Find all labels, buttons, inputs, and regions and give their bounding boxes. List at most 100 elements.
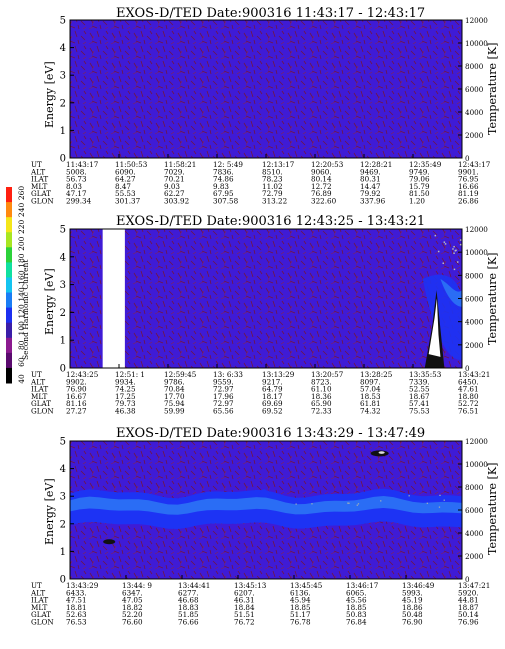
speckle bbox=[311, 503, 313, 505]
panel-3-plot: 0 1 2 3 4 5 0 2000 4000 6000 8000 10000 12000 UT 13:43… bbox=[30, 437, 490, 627]
colorbar-swatch bbox=[6, 292, 12, 309]
colorbar-swatch bbox=[6, 307, 12, 324]
table-cell: 18.86 bbox=[402, 603, 423, 612]
table-cell: 59.99 bbox=[164, 407, 185, 416]
speckle bbox=[438, 506, 441, 508]
table-cell: 18.17 bbox=[262, 392, 283, 401]
table-cell: 75.53 bbox=[409, 407, 430, 416]
panel-2-plot: 0 1 2 3 4 5 0 2000 4000 6000 8000 10000 12000 UT 12:43… bbox=[30, 225, 490, 416]
table-cell: 56.73 bbox=[66, 175, 87, 184]
table-cell: 64.27 bbox=[115, 175, 136, 184]
y2-tick-label: 0 bbox=[465, 364, 470, 373]
table-row-label: ILAT bbox=[31, 385, 48, 394]
table-cell: 26.86 bbox=[458, 197, 479, 206]
table-row-label: GLAT bbox=[31, 610, 51, 619]
panel-1-ylabel: Energy [eV] bbox=[43, 61, 56, 128]
table-cell: 13:45:45 bbox=[290, 581, 323, 590]
speckle bbox=[453, 245, 455, 248]
table-cell: 52.20 bbox=[122, 610, 143, 619]
panel-3: EXOS-D/TED Date:900316 13:43:29 - 13:47:… bbox=[30, 426, 499, 627]
table-cell: 76.53 bbox=[66, 618, 87, 627]
table-cell: 76.90 bbox=[402, 618, 423, 627]
table-cell: 12: 5:49 bbox=[213, 160, 243, 169]
table-cell: 76.96 bbox=[458, 618, 479, 627]
table-cell: 8.47 bbox=[115, 182, 131, 191]
table-cell: 69.52 bbox=[262, 407, 283, 416]
y-tick-label: 5 bbox=[60, 225, 66, 236]
table-cell: 18.81 bbox=[66, 603, 87, 612]
speckle bbox=[459, 243, 462, 246]
colorbar-swatch bbox=[6, 277, 12, 294]
table-row-label: UT bbox=[31, 581, 42, 590]
speckle bbox=[347, 502, 349, 504]
speckle bbox=[380, 500, 382, 502]
table-cell: 76.90 bbox=[66, 385, 87, 394]
table-cell: 7029. bbox=[164, 167, 185, 176]
table-cell: 9.03 bbox=[164, 182, 180, 191]
table-cell: 322.60 bbox=[311, 197, 337, 206]
y2-tick-label: 12000 bbox=[465, 225, 488, 234]
panel-1-plot: 0 1 2 3 4 5 0 2000 4000 6000 8000 10000 12000 UT 11:43… bbox=[30, 16, 491, 206]
table-row-label: ILAT bbox=[31, 175, 48, 184]
table-cell: 74.32 bbox=[360, 407, 381, 416]
hot-streak bbox=[428, 298, 441, 357]
table-cell: 5920. bbox=[458, 588, 479, 597]
y-tick-label: 4 bbox=[60, 464, 66, 475]
speckle bbox=[452, 248, 454, 250]
speckle bbox=[444, 243, 447, 245]
colorbar-tick-label: 60 bbox=[17, 357, 26, 367]
y2-tick-label: 8000 bbox=[465, 271, 484, 280]
colorbar-tick-label: 260 bbox=[17, 186, 26, 201]
speckle bbox=[443, 499, 445, 501]
table-row-label: GLAT bbox=[31, 189, 51, 198]
table-cell: 299.34 bbox=[66, 197, 92, 206]
table-cell: 9901. bbox=[458, 167, 479, 176]
table-cell: 47.17 bbox=[66, 189, 87, 198]
table-cell: 17.70 bbox=[164, 392, 185, 401]
table-cell: 5008. bbox=[66, 167, 87, 176]
speckle bbox=[442, 262, 444, 265]
hot-spot-core bbox=[378, 451, 385, 454]
colorbar-label: Second Harmonic Current bbox=[21, 260, 30, 360]
table-cell: 7836. bbox=[213, 167, 234, 176]
table-cell: 61.81 bbox=[360, 399, 381, 408]
table-cell: 13:46:17 bbox=[346, 581, 379, 590]
table-cell: 64.79 bbox=[262, 385, 283, 394]
table-row-label: UT bbox=[31, 370, 42, 379]
table-cell: 45.94 bbox=[290, 596, 311, 605]
table-cell: 76.95 bbox=[458, 175, 479, 184]
colorbar-swatch bbox=[6, 367, 12, 384]
colorbar-swatch bbox=[6, 187, 12, 203]
table-cell: 79.06 bbox=[409, 175, 430, 184]
table-cell: 45.19 bbox=[402, 596, 423, 605]
table-cell: 50.14 bbox=[458, 610, 479, 619]
table-cell: 70.84 bbox=[164, 385, 185, 394]
table-cell: 18.85 bbox=[290, 603, 311, 612]
y-tick-label: 3 bbox=[60, 492, 66, 503]
panel-1: EXOS-D/TED Date:900316 11:43:17 - 12:43:… bbox=[30, 6, 499, 206]
colorbar-tick-label: 240 bbox=[17, 203, 26, 218]
colorbar-swatch bbox=[6, 232, 12, 248]
table-row-label: MLT bbox=[31, 392, 48, 401]
table-row-label: ALT bbox=[30, 377, 45, 386]
table-cell: 13:43:21 bbox=[458, 370, 490, 379]
colorbar-gradient bbox=[6, 187, 12, 384]
table-cell: 13:44:41 bbox=[178, 581, 210, 590]
table-cell: 301.37 bbox=[115, 197, 141, 206]
y-tick-label: 0 bbox=[60, 575, 66, 586]
panel-2-title: EXOS-D/TED Date:900316 12:43:25 - 13:43:… bbox=[116, 214, 425, 229]
table-cell: 6090. bbox=[115, 167, 136, 176]
colorbar-tick-label: 80 bbox=[17, 340, 26, 350]
speckle bbox=[295, 503, 297, 505]
table-cell: 44.81 bbox=[458, 596, 479, 605]
speckle bbox=[453, 268, 456, 271]
colorbar-tick-label: 200 bbox=[17, 236, 26, 251]
y2-tick-label: 8000 bbox=[465, 62, 484, 71]
y2-tick-label: 6000 bbox=[465, 506, 484, 515]
colorbar-swatch bbox=[6, 337, 12, 354]
table-cell: 76.72 bbox=[234, 618, 255, 627]
y-tick-label: 2 bbox=[60, 98, 66, 109]
table-cell: 50.83 bbox=[346, 610, 367, 619]
